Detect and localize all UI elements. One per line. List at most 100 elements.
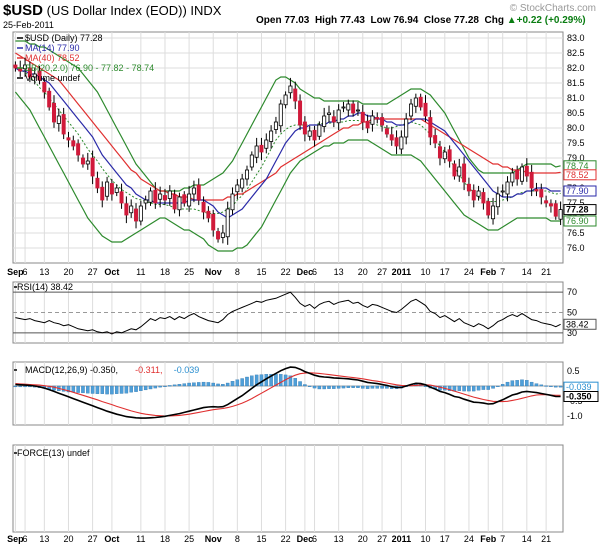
x-tick-label: 13 [334, 267, 344, 277]
macd-histogram-bar [13, 385, 18, 388]
candle-body [100, 186, 105, 201]
x-tick-label: 8 [235, 267, 240, 277]
candle-body [187, 193, 192, 207]
macd-signal-line [15, 372, 561, 417]
candle-body [399, 136, 404, 150]
x-tick-label: 17 [440, 267, 450, 277]
candle-body [302, 121, 307, 135]
candle-body [109, 183, 114, 195]
candle-body [211, 213, 216, 231]
macd-histogram-bar [486, 385, 490, 390]
candle-body [249, 154, 254, 168]
candle-body [423, 102, 428, 117]
candle-body [240, 178, 245, 189]
candle-body [32, 73, 37, 78]
candle-body [244, 169, 249, 180]
security-name: (US Dollar Index (EOD)) [46, 3, 187, 18]
x-tick-label: 15 [256, 534, 266, 544]
x-tick-label: 13 [39, 267, 49, 277]
x-tick-label: 20 [63, 534, 73, 544]
macd-histogram-bar [139, 385, 143, 391]
candle-body [481, 192, 486, 204]
candle-body [23, 64, 28, 70]
legend-text: BB(20,2.0) 76.90 - 77.82 - 78.74 [25, 63, 154, 73]
candle-body [158, 193, 163, 200]
macd-histogram-bar [365, 385, 370, 389]
candle-body [346, 103, 351, 111]
macd-histogram-bar [110, 385, 114, 395]
macd-histogram-bar [370, 385, 375, 389]
bb-lower-line [14, 91, 561, 252]
macd-histogram-bar [86, 385, 90, 394]
candle-body [138, 205, 143, 222]
macd-histogram-bar [235, 379, 240, 387]
macd-histogram-bar [206, 382, 211, 387]
open-label: Open [256, 15, 282, 26]
x-tick-label: Dec [297, 267, 314, 277]
x-tick-label: 20 [358, 267, 368, 277]
candle-body [491, 205, 496, 220]
macd-histogram-bar [332, 385, 336, 389]
macd-histogram-bar [105, 385, 109, 395]
candle-body [177, 196, 182, 211]
candle-body [47, 90, 52, 108]
candle-body [370, 115, 375, 125]
macd-histogram-bar [90, 385, 95, 394]
candle-body [471, 189, 476, 201]
x-tick-label: Feb [480, 534, 497, 544]
candle-body [505, 181, 510, 195]
candle-body [235, 184, 240, 193]
macd-histogram-bar [168, 385, 172, 387]
candle-body [365, 120, 370, 129]
candle-body [298, 100, 303, 126]
macd-histogram-bar [375, 385, 380, 389]
candle-body [71, 140, 76, 147]
candle-body [317, 124, 322, 137]
candle-body [548, 203, 553, 207]
price-right-label-text: 77.28 [566, 205, 589, 215]
candle-body [355, 109, 360, 112]
rsi-right-label: 38.42 [566, 319, 589, 329]
candle-body [153, 189, 158, 204]
macd-histogram-bar [163, 385, 167, 387]
candle-body [293, 88, 298, 102]
candle-body [553, 203, 558, 217]
macd-histogram-bar [496, 385, 500, 387]
price-right-label-text: 76.90 [566, 216, 589, 226]
x-tick-label: 13 [39, 534, 49, 544]
price-right-label: 78.52 [563, 169, 597, 181]
macd-histogram-bar [158, 385, 162, 388]
macd-tick-label: 0.5 [567, 366, 580, 376]
chart-date: 25-Feb-2011 [3, 20, 54, 30]
candle-body [341, 106, 346, 109]
candle-body [486, 201, 491, 216]
force-panel [12, 444, 564, 533]
x-tick-label: 2011 [392, 267, 412, 277]
candle-body [418, 96, 423, 108]
macd-legend-text: MACD(12,26,9) -0.350, [25, 365, 118, 375]
macd-histogram-bar [172, 384, 177, 387]
candle-body [37, 70, 42, 81]
candle-body [428, 117, 433, 138]
candle-body [143, 199, 148, 204]
x-tick-label: 22 [281, 267, 291, 277]
copyright: © StockCharts.com [509, 3, 596, 14]
candle-body [90, 157, 95, 177]
rsi-tick-label: 30 [567, 328, 577, 338]
macd-histogram-bar [201, 381, 206, 387]
candle-body [544, 200, 549, 204]
candle-body [327, 112, 332, 115]
chg-arrow-icon: ▲ [506, 15, 517, 26]
candle-body [220, 232, 225, 238]
x-tick-label: Nov [205, 534, 222, 544]
candle-body [56, 115, 61, 124]
x-tick-label: 20 [358, 534, 368, 544]
macd-histogram-bar [341, 385, 346, 389]
macd-histogram-bar [250, 375, 254, 387]
price-panel [12, 31, 564, 264]
candle-body [42, 81, 47, 93]
x-tick-label: 25 [184, 267, 194, 277]
bb-upper-line [15, 40, 561, 192]
low-value: 76.94 [393, 15, 419, 26]
candle-body [384, 128, 389, 135]
